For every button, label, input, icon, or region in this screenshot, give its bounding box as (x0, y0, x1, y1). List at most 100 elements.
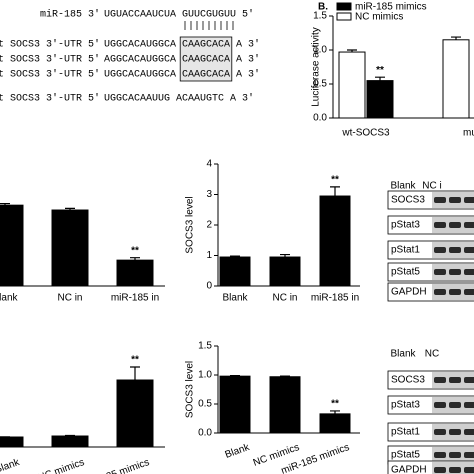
sequence: AGGCACAUGGCA CAAGCACA A 3' (104, 54, 260, 66)
y-tick-label: 4 (206, 159, 212, 170)
x-tick-label: wt-SOCS3 (341, 128, 390, 139)
band (449, 247, 461, 253)
band (434, 452, 446, 458)
sequence-label: wt SOCS3 3'-UTR 5' (0, 69, 100, 81)
bar (319, 413, 351, 434)
band (434, 429, 446, 435)
y-tick-label: 0.5 (198, 399, 212, 410)
band (449, 377, 461, 383)
y-tick-label: 1.0 (313, 45, 327, 56)
error-bar (230, 374, 240, 377)
x-tick-label: Blank (0, 293, 19, 304)
y-axis-label: SOCS3 level (185, 361, 196, 418)
bar (0, 436, 24, 448)
bar (442, 39, 470, 119)
bar (219, 375, 251, 434)
y-tick-label: 1 (206, 250, 212, 261)
band (464, 247, 474, 253)
x-tick-label: NC in (57, 293, 82, 304)
protein-label: pStat3 (391, 220, 420, 231)
bar (0, 204, 24, 287)
protein-label: pStat1 (391, 245, 420, 256)
band (464, 289, 474, 295)
protein-label: SOCS3 (391, 375, 425, 386)
band (449, 429, 461, 435)
band (464, 452, 474, 458)
error-bar (451, 36, 461, 40)
sequence: UGGCACAAUUG ACAAUGTC A 3' (104, 93, 254, 105)
x-tick-label: NC in (272, 293, 297, 304)
error-bar (330, 186, 340, 197)
band (434, 197, 446, 203)
error-bar (65, 207, 75, 211)
legend-swatch (336, 12, 352, 21)
y-tick-label: 1.0 (198, 370, 212, 381)
legend-label: NC mimics (355, 12, 403, 23)
error-bar (130, 257, 140, 261)
lane-label: Blank (390, 349, 416, 360)
band (464, 467, 474, 473)
band (434, 377, 446, 383)
band (449, 452, 461, 458)
protein-label: GAPDH (391, 465, 427, 474)
significance: ** (131, 355, 139, 366)
band (449, 269, 461, 275)
error-bar (280, 253, 290, 258)
band (464, 222, 474, 228)
y-tick-label: 0.0 (313, 113, 327, 124)
y-tick-label: 1.5 (313, 11, 327, 22)
bar (51, 209, 89, 287)
x-tick-label: miR-185 in (111, 293, 159, 304)
band (449, 467, 461, 473)
y-tick-label: 3 (206, 189, 212, 200)
significance: ** (131, 245, 139, 256)
error-bar (347, 49, 357, 53)
legend-label: miR-185 mimics (355, 2, 427, 13)
band (464, 377, 474, 383)
lane-label: Blank (390, 181, 416, 192)
y-axis-label: Luciferase activity (311, 27, 322, 106)
y-tick-label: 0.5 (313, 79, 327, 90)
y-tick-label: 1.5 (198, 341, 212, 352)
sequence: UGGCACAUGGCA CAAGCACA A 3' (104, 39, 260, 51)
significance: ** (331, 175, 339, 186)
y-tick-label: 0 (206, 281, 212, 292)
protein-label: pStat1 (391, 427, 420, 438)
x-tick-label: miR-185 mimics (80, 457, 151, 474)
seed-box (179, 36, 233, 82)
sequence-label: wt SOCS3 3'-UTR 5' (0, 54, 100, 66)
sequence-label: ut SOCS3 3'-UTR 5' (0, 93, 100, 105)
y-tick-label: 0.0 (198, 428, 212, 439)
x-tick-label: Blank (222, 293, 248, 304)
x-tick-label: Blank (0, 457, 22, 474)
bar (366, 80, 394, 119)
protein-label: pStat5 (391, 450, 420, 461)
band (434, 402, 446, 408)
x-tick-label: Blank (224, 442, 252, 461)
band (449, 402, 461, 408)
band (434, 269, 446, 275)
bar (51, 435, 89, 448)
band (464, 402, 474, 408)
band (434, 222, 446, 228)
band (464, 197, 474, 203)
sequence: UGGCACAUGGCA CAAGCACA A 3' (104, 69, 260, 81)
protein-label: SOCS3 (391, 195, 425, 206)
lane-label: NC i (422, 181, 441, 192)
error-bar (65, 434, 75, 437)
band (449, 222, 461, 228)
protein-label: pStat5 (391, 267, 420, 278)
x-tick-label: NC mimics (37, 457, 86, 474)
protein-label: pStat3 (391, 400, 420, 411)
band (434, 467, 446, 473)
y-tick-label: 2 (206, 220, 212, 231)
legend-swatch (336, 2, 352, 11)
band (449, 197, 461, 203)
sequence: UGUACCAAUCUA GUUCGUGUU 5' (104, 9, 254, 21)
error-bar (130, 366, 140, 380)
error-bar (230, 255, 240, 258)
band (449, 289, 461, 295)
bar (319, 195, 351, 287)
